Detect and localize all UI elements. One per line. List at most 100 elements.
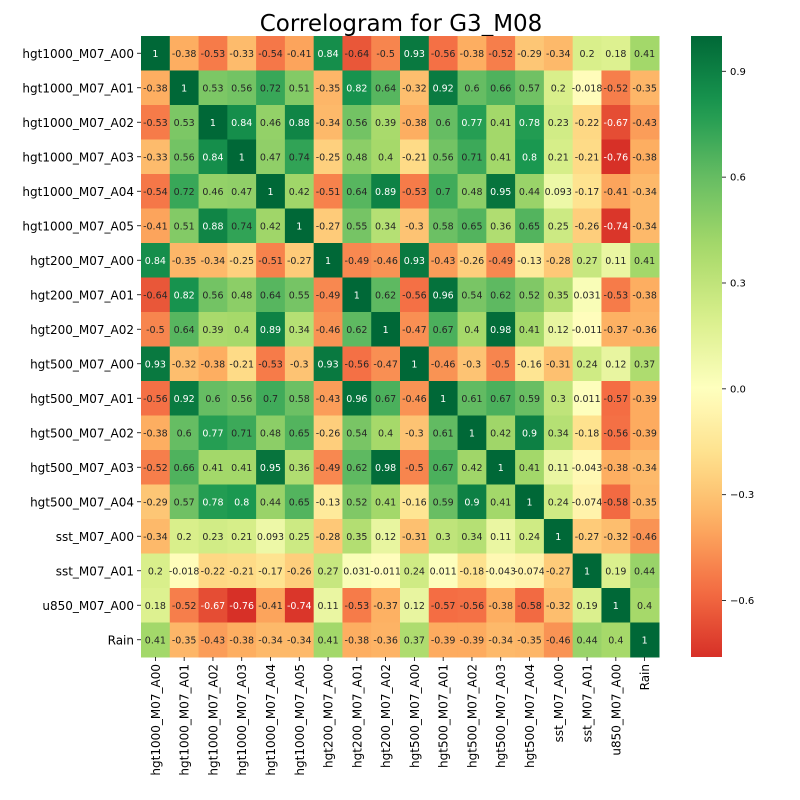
- heatmap-cell: [141, 36, 171, 71]
- heatmap-cell: [342, 208, 372, 244]
- heatmap-cell: [227, 519, 257, 554]
- heatmap-cell: [169, 208, 200, 244]
- cell-value-label: 0.64: [260, 290, 281, 301]
- cell-value-label: 0.27: [576, 256, 597, 267]
- cell-value-label: -0.38: [172, 49, 197, 60]
- heatmap-cell: [227, 70, 257, 106]
- heatmap-cell: [169, 36, 200, 71]
- heatmap-cell: [371, 415, 401, 451]
- heatmap-cell: [141, 243, 171, 278]
- heatmap-cell: [486, 243, 516, 278]
- cell-value-label: 0.84: [231, 118, 252, 129]
- heatmap-cell: [169, 415, 200, 451]
- heatmap-cell: [342, 519, 372, 554]
- cell-value-label: -0.49: [316, 463, 341, 474]
- cell-value-label: 0.48: [231, 290, 252, 301]
- column-label: hgt1000_M07_A02: [206, 664, 220, 776]
- cell-value-label: -0.38: [604, 463, 629, 474]
- heatmap-cell: [400, 553, 430, 589]
- cell-value-label: 0.44: [634, 566, 655, 577]
- heatmap-cell: [169, 243, 200, 278]
- cell-value-label: 0.84: [145, 256, 166, 267]
- cell-value-label: 0.41: [490, 497, 511, 508]
- cell-value-label: -0.41: [604, 187, 629, 198]
- cell-value-label: 0.55: [346, 221, 367, 232]
- heatmap-cell: [169, 105, 200, 140]
- heatmap-cell: [342, 105, 372, 140]
- heatmap-cell: [227, 312, 257, 347]
- heatmap-cell: [572, 519, 602, 554]
- heatmap-cell: [457, 105, 487, 140]
- cell-value-label: 0.19: [576, 601, 597, 612]
- heatmap-cell: [601, 553, 631, 589]
- heatmap-cell: [515, 105, 545, 140]
- cell-value-label: 0.37: [634, 359, 655, 370]
- cell-value-label: -0.36: [373, 635, 398, 646]
- cell-value-label: 0.093: [545, 187, 572, 198]
- heatmap-cell: [284, 346, 315, 382]
- heatmap-cell: [543, 243, 574, 278]
- cell-value-label: -0.018: [169, 566, 200, 577]
- heatmap-cell: [284, 588, 315, 623]
- cell-value-label: 0.64: [375, 83, 396, 94]
- cell-value-label: 0.47: [260, 152, 281, 163]
- heatmap-cell: [543, 519, 574, 554]
- cell-value-label: 0.65: [289, 428, 310, 439]
- cell-value-label: 0.093: [257, 532, 284, 543]
- cell-value-label: -0.5: [491, 359, 510, 370]
- cell-value-label: -0.28: [316, 532, 341, 543]
- heatmap-cell: [342, 277, 372, 313]
- heatmap-cell: [198, 105, 228, 140]
- heatmap-cell: [428, 415, 459, 451]
- heatmap-cell: [371, 36, 401, 71]
- heatmap-cell: [543, 415, 574, 451]
- heatmap-cell: [227, 277, 257, 313]
- heatmap-cell: [601, 346, 631, 382]
- heatmap-cell: [400, 484, 430, 520]
- cell-value-label: 0.4: [234, 325, 249, 336]
- colorbar-gradient: [691, 36, 722, 657]
- cell-value-label: 0.35: [346, 532, 367, 543]
- cell-value-label: 0.95: [490, 187, 511, 198]
- cell-value-label: 0.93: [404, 49, 425, 60]
- heatmap-cell: [601, 381, 631, 416]
- cell-value-label: -0.26: [460, 256, 485, 267]
- row-label: hgt1000_M07_A00: [22, 47, 134, 61]
- cell-value-label: -0.32: [402, 83, 427, 94]
- heatmap-cell: [457, 519, 487, 554]
- cell-value-label: 0.25: [548, 221, 569, 232]
- heatmap-cell: [428, 450, 459, 485]
- heatmap-cell: [543, 450, 574, 485]
- heatmap-cell: [227, 346, 257, 382]
- cell-value-label: 0.48: [260, 428, 281, 439]
- cell-value-label: 0.78: [202, 497, 223, 508]
- cell-value-label: 0.58: [433, 221, 454, 232]
- heatmap-cell: [486, 519, 516, 554]
- heatmap-cell: [256, 208, 286, 244]
- cell-value-label: 0.24: [519, 532, 540, 543]
- heatmap-cell: [543, 277, 574, 313]
- chart-title: Correlogram for G3_M08: [260, 11, 543, 37]
- heatmap-cell: [169, 70, 200, 106]
- heatmap-cell: [284, 277, 315, 313]
- cell-value-label: 0.6: [177, 428, 192, 439]
- cell-value-label: 0.77: [461, 118, 482, 129]
- heatmap-cell: [486, 70, 516, 106]
- heatmap-cell: [630, 105, 660, 140]
- row-label: hgt1000_M07_A05: [22, 219, 134, 233]
- heatmap-cell: [428, 70, 459, 106]
- cell-value-label: 0.65: [289, 497, 310, 508]
- heatmap-cell: [371, 208, 401, 244]
- cell-value-label: 1: [440, 394, 446, 405]
- cell-value-label: -0.34: [632, 187, 657, 198]
- cell-value-label: -0.64: [143, 290, 168, 301]
- cell-value-label: 0.12: [548, 325, 569, 336]
- heatmap-cell: [428, 622, 459, 658]
- heatmap-cell: [256, 139, 286, 175]
- cell-value-label: -0.3: [405, 428, 424, 439]
- cell-value-label: 0.71: [231, 428, 252, 439]
- column-label: hgt500_M07_A00: [408, 664, 422, 768]
- heatmap-cell: [284, 450, 315, 485]
